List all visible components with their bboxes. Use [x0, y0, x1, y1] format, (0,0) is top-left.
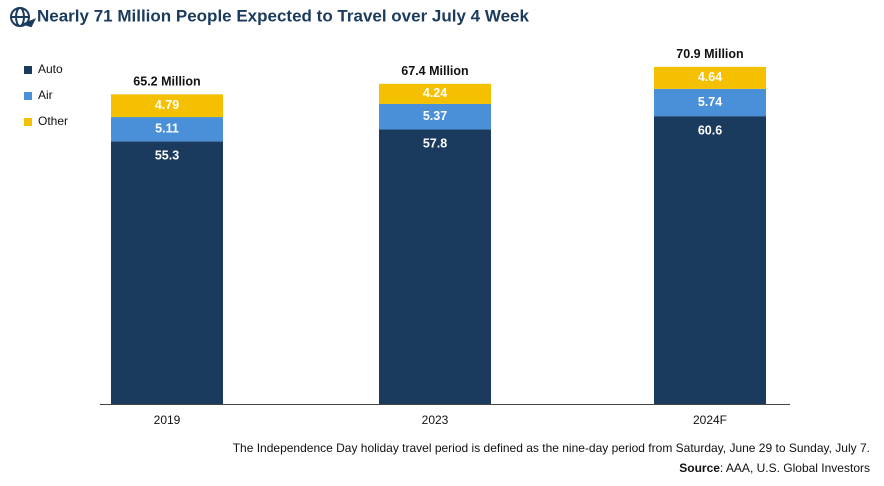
data-label: 5.11 [155, 121, 179, 135]
data-label: 5.74 [698, 95, 722, 109]
x-tick-label: 2019 [154, 413, 181, 427]
x-tick-label: 2023 [422, 413, 449, 427]
data-label: 60.6 [698, 123, 722, 137]
legend-swatch [24, 118, 32, 126]
bar-segment [379, 129, 491, 404]
data-label: 4.24 [423, 86, 447, 100]
chart-title: Nearly 71 Million People Expected to Tra… [37, 6, 529, 25]
total-label: 70.9 Million [676, 47, 743, 61]
legend-swatch [24, 92, 32, 100]
bar-segment [379, 83, 491, 104]
legend-label: Air [38, 88, 53, 102]
title-icon [10, 7, 37, 28]
x-tick-label: 2024F [693, 413, 727, 427]
bar-segment [111, 117, 223, 142]
data-label: 4.64 [698, 70, 722, 84]
footnote: The Independence Day holiday travel peri… [233, 441, 870, 455]
bar-segment [111, 94, 223, 118]
bar-segment [379, 103, 491, 130]
data-label: 4.79 [155, 98, 179, 112]
data-label: 57.8 [423, 137, 447, 151]
total-label: 65.2 Million [133, 75, 200, 89]
bar-segment [654, 88, 766, 117]
data-label: 5.37 [423, 109, 447, 123]
bar-segment [111, 141, 223, 404]
source: Source: AAA, U.S. Global Investors [679, 461, 870, 475]
data-label: 55.3 [155, 149, 179, 163]
legend-label: Auto [38, 62, 63, 76]
bar-segment [654, 116, 766, 405]
total-label: 67.4 Million [401, 64, 468, 78]
source-label: Source [679, 461, 720, 475]
legend-swatch [24, 66, 32, 74]
source-text: : AAA, U.S. Global Investors [720, 461, 870, 475]
bar-segment [654, 66, 766, 89]
legend-label: Other [38, 114, 68, 128]
